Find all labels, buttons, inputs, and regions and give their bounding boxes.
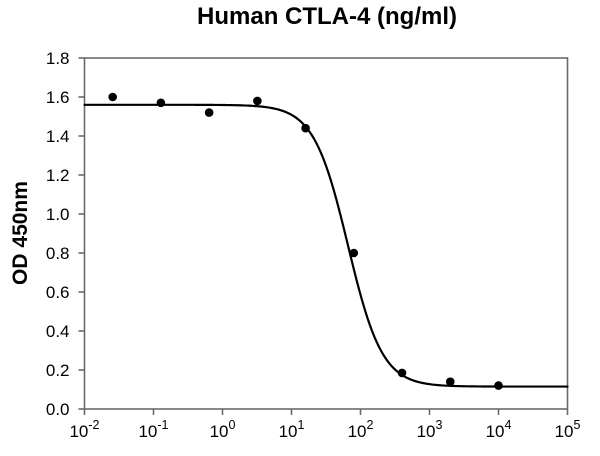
y-tick-label: 0.2: [46, 361, 70, 380]
y-tick-label: 1.2: [46, 166, 70, 185]
x-tick-label: 104: [486, 418, 512, 441]
data-point: [301, 123, 310, 133]
data-points: [108, 92, 503, 390]
data-point: [156, 98, 166, 108]
y-axis: 0.0 0.2 0.4 0.6 0.8 1.0 1.2 1.4 1.6 1.8: [46, 49, 85, 419]
x-tick-label: 100: [210, 418, 236, 441]
y-tick-label: 0.0: [46, 400, 70, 419]
x-tick-label: 103: [417, 418, 443, 441]
data-point: [204, 108, 214, 117]
y-tick-label: 0.4: [46, 322, 70, 341]
x-tick-label: 101: [279, 418, 305, 441]
y-tick-label: 0.6: [46, 283, 70, 302]
fit-curve: [83, 103, 569, 388]
data-point: [445, 377, 455, 387]
data-point: [108, 92, 117, 102]
x-tick-label: 10-1: [138, 418, 168, 441]
chart-title: Human CTLA-4 (ng/ml): [197, 3, 457, 30]
x-tick-label: 102: [348, 418, 374, 441]
x-tick-label: 10-2: [69, 418, 99, 441]
y-tick-label: 0.8: [46, 244, 70, 263]
data-point: [397, 368, 407, 378]
x-axis: 10-2 10-1 100 101 102 103 104 105: [69, 409, 580, 441]
y-tick-label: 1.8: [46, 49, 70, 68]
data-point: [494, 381, 503, 390]
y-tick-label: 1.4: [46, 127, 70, 146]
data-point: [349, 248, 359, 258]
data-point: [253, 96, 262, 106]
x-tick-label: 105: [555, 418, 581, 441]
y-tick-label: 1.0: [46, 205, 70, 224]
plot-border: [83, 57, 569, 410]
y-tick-label: 1.6: [46, 88, 70, 107]
